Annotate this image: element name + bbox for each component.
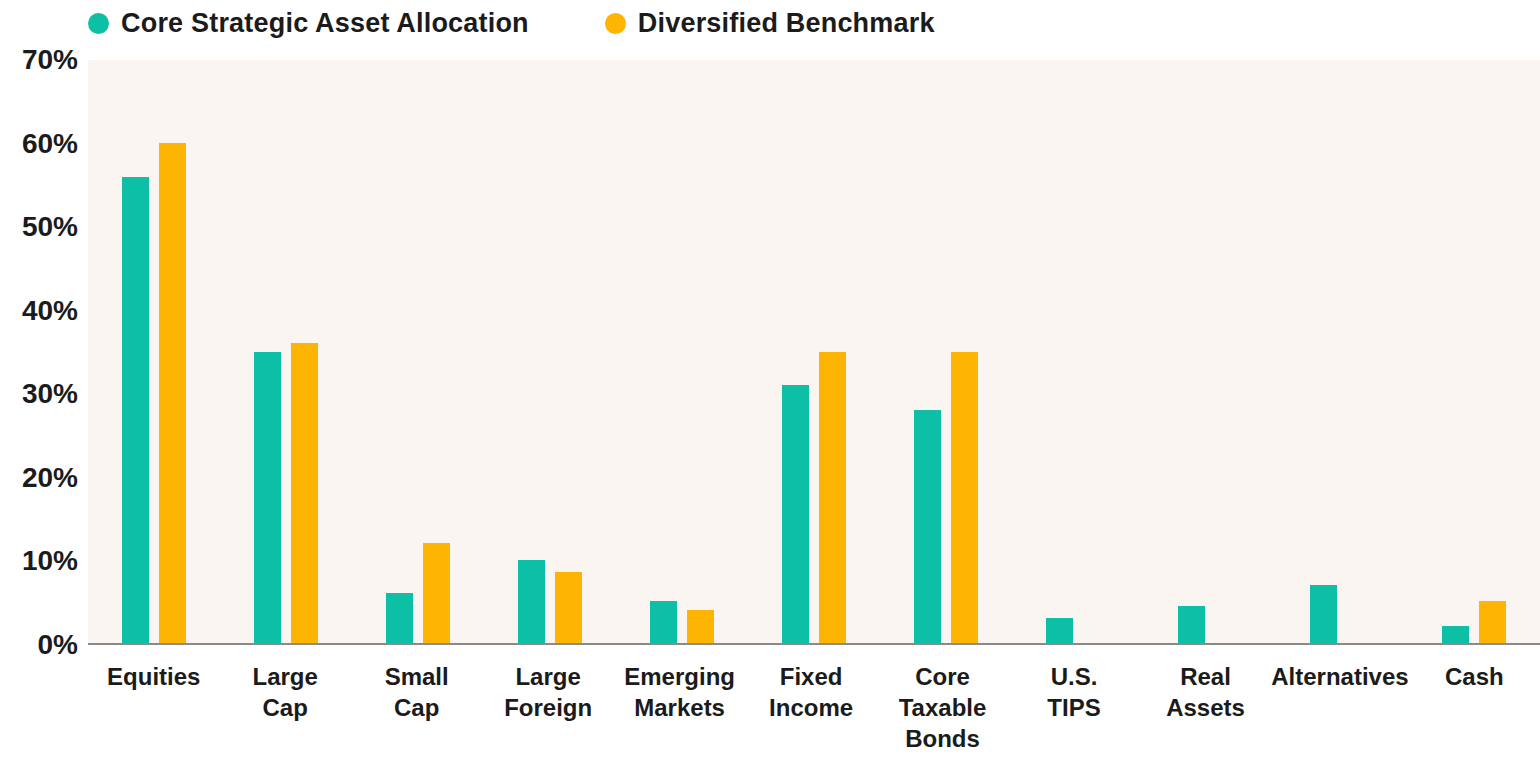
y-tick-label: 70% <box>22 44 78 76</box>
x-axis-label: Real Assets <box>1140 661 1271 754</box>
x-axis-label: Large Cap <box>219 661 350 754</box>
legend-item-core-strategic: Core Strategic Asset Allocation <box>88 8 529 39</box>
x-axis-label: U.S. TIPS <box>1008 661 1139 754</box>
bar-core-strategic-asset-allocation-real-assets <box>1178 606 1205 643</box>
legend-label-core-strategic: Core Strategic Asset Allocation <box>121 8 529 39</box>
bar-diversified-benchmark-cash <box>1479 601 1506 643</box>
x-axis-label: Equities <box>88 661 219 754</box>
bar-core-strategic-asset-allocation-alternatives <box>1310 585 1337 643</box>
x-axis-label: Alternatives <box>1271 661 1408 754</box>
bar-group <box>352 60 484 643</box>
bar-core-strategic-asset-allocation-fixed-income <box>782 385 809 643</box>
bar-group <box>1408 60 1540 643</box>
bar-diversified-benchmark-small-cap <box>423 543 450 643</box>
bar-group <box>1144 60 1276 643</box>
y-axis: 70%60%50%40%30%20%10%0% <box>0 60 88 645</box>
plot-area <box>88 60 1540 645</box>
legend-label-diversified-benchmark: Diversified Benchmark <box>638 8 935 39</box>
legend-dot-teal-icon <box>88 13 109 34</box>
y-tick-label: 0% <box>38 629 78 661</box>
legend-item-diversified-benchmark: Diversified Benchmark <box>605 8 935 39</box>
x-axis-labels: EquitiesLarge CapSmall CapLarge ForeignE… <box>88 645 1540 754</box>
bar-diversified-benchmark-fixed-income <box>819 352 846 644</box>
bar-group <box>88 60 220 643</box>
x-axis-label: Emerging Markets <box>614 661 745 754</box>
y-tick-label: 10% <box>22 545 78 577</box>
bar-group <box>748 60 880 643</box>
y-tick-label: 50% <box>22 211 78 243</box>
bar-diversified-benchmark-emerging-markets <box>687 610 714 643</box>
bar-group <box>616 60 748 643</box>
x-axis-label: Fixed Income <box>745 661 876 754</box>
x-axis-label: Cash <box>1409 661 1540 754</box>
chart-legend: Core Strategic Asset Allocation Diversif… <box>0 0 1540 60</box>
bar-core-strategic-asset-allocation-cash <box>1442 626 1469 643</box>
y-tick-label: 60% <box>22 128 78 160</box>
bar-core-strategic-asset-allocation-large-cap <box>254 352 281 644</box>
y-tick-label: 40% <box>22 295 78 327</box>
x-axis-label: Small Cap <box>351 661 482 754</box>
bar-core-strategic-asset-allocation-large-foreign <box>518 560 545 643</box>
legend-dot-amber-icon <box>605 13 626 34</box>
bar-diversified-benchmark-equities <box>159 143 186 643</box>
bar-group <box>1276 60 1408 643</box>
bar-group <box>484 60 616 643</box>
bar-diversified-benchmark-large-foreign <box>555 572 582 643</box>
bar-core-strategic-asset-allocation-u-s-tips <box>1046 618 1073 643</box>
x-axis-label: Large Foreign <box>482 661 613 754</box>
bar-group <box>1012 60 1144 643</box>
chart-area: 70%60%50%40%30%20%10%0% <box>0 60 1540 645</box>
y-tick-label: 20% <box>22 462 78 494</box>
bar-diversified-benchmark-core-taxable-bonds <box>951 352 978 644</box>
bar-core-strategic-asset-allocation-core-taxable-bonds <box>914 410 941 643</box>
bar-core-strategic-asset-allocation-emerging-markets <box>650 601 677 643</box>
bar-diversified-benchmark-large-cap <box>291 343 318 643</box>
x-axis-label: Core Taxable Bonds <box>877 661 1008 754</box>
bar-group <box>220 60 352 643</box>
bar-core-strategic-asset-allocation-equities <box>122 177 149 643</box>
bar-group <box>880 60 1012 643</box>
y-tick-label: 30% <box>22 378 78 410</box>
bar-core-strategic-asset-allocation-small-cap <box>386 593 413 643</box>
